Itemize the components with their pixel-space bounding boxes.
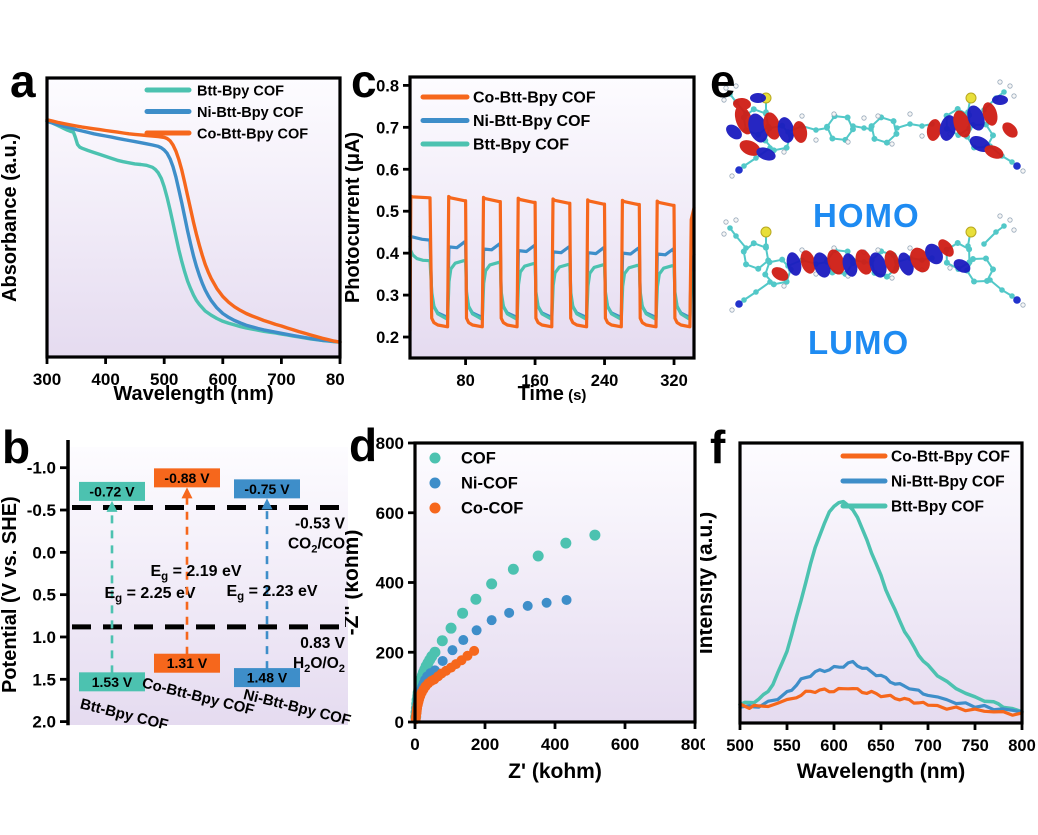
svg-text:H2​O/O2​: H2​O/O2​ xyxy=(293,655,345,675)
svg-text:0.3: 0.3 xyxy=(376,287,399,305)
svg-text:Photocurrent (μA): Photocurrent (μA) xyxy=(345,132,364,303)
svg-text:Potential (V vs. SHE): Potential (V vs. SHE) xyxy=(0,496,21,693)
svg-text:750: 750 xyxy=(961,737,989,755)
svg-text:-1.0: -1.0 xyxy=(27,459,56,478)
panel-a-uvvis: a 300 400 500 600 700 800 Wavelength (nm) Absor… xyxy=(0,52,345,420)
svg-text:-0.88 V: -0.88 V xyxy=(164,470,210,486)
svg-text:Ni-Btt-Bpy COF: Ni-Btt-Bpy COF xyxy=(891,474,1005,491)
svg-text:650: 650 xyxy=(867,737,895,755)
svg-text:Ni-Btt-Bpy COF: Ni-Btt-Bpy COF xyxy=(473,113,591,130)
panel-e-orbitals: e HOMO LUMO xyxy=(700,52,1038,420)
svg-text:Time (s): Time (s) xyxy=(518,383,587,405)
svg-text:Eg​ = 2.19 eV: Eg​ = 2.19 eV xyxy=(150,563,241,583)
svg-text:600: 600 xyxy=(820,737,848,755)
svg-text:0.5: 0.5 xyxy=(376,203,399,221)
panel-letter-b: b xyxy=(2,421,31,473)
panel-c-photocurrent: c 80 160 240 320 0.2 0.3 0.4 0.5 0.6 0.7 0.8 Time (… xyxy=(345,52,705,420)
svg-text:800: 800 xyxy=(1008,737,1036,755)
svg-text:800: 800 xyxy=(376,434,404,453)
svg-text:Ni-Btt-Bpy COF: Ni-Btt-Bpy COF xyxy=(197,105,303,121)
svg-text:320: 320 xyxy=(660,372,688,390)
svg-text:0.4: 0.4 xyxy=(376,245,400,263)
panel-letter-e: e xyxy=(710,55,736,107)
svg-text:0.7: 0.7 xyxy=(376,119,399,137)
panel-b-band-diagram: b -1.0 -0.5 0.0 0.5 1.0 1.5 2.0 -0.53 V CO2​/CO 0… xyxy=(0,420,365,835)
uvvis-absorbance-chart: 300 400 500 600 700 800 Wavelength (nm) Absorba… xyxy=(0,76,345,405)
svg-text:800: 800 xyxy=(326,370,345,389)
svg-text:200: 200 xyxy=(376,643,404,662)
svg-text:800: 800 xyxy=(681,735,705,754)
svg-text:Btt-Bpy COF: Btt-Bpy COF xyxy=(891,499,984,516)
svg-text:700: 700 xyxy=(267,370,295,389)
lumo-label: LUMO xyxy=(808,324,910,361)
svg-text:600: 600 xyxy=(611,735,639,754)
svg-text:240: 240 xyxy=(591,372,619,390)
pl-intensity-chart: 500 550 600 650 700 750 800 Wavelength (nm) Inte… xyxy=(700,441,1036,783)
svg-text:-Z'' (kohm): -Z'' (kohm) xyxy=(345,530,363,636)
panel-f-pl: f 500 550 600 650 700 750 800 Wavelength (nm) In… xyxy=(700,420,1038,835)
svg-text:600: 600 xyxy=(376,504,404,523)
svg-text:80: 80 xyxy=(456,372,474,390)
svg-text:0: 0 xyxy=(395,713,404,732)
panel-letter-d: d xyxy=(349,419,378,471)
svg-text:0.6: 0.6 xyxy=(376,161,399,179)
svg-text:400: 400 xyxy=(376,574,404,593)
panel-d-eis: d 0 200 400 600 800 0 200 400 600 800 Z' (kohm) -Z'… xyxy=(345,420,705,835)
svg-text:200: 200 xyxy=(471,735,499,754)
photocurrent-chart: 80 160 240 320 0.2 0.3 0.4 0.5 0.6 0.7 0.8 Time (s)… xyxy=(345,75,696,405)
svg-text:1.53 V: 1.53 V xyxy=(92,674,133,690)
svg-text:300: 300 xyxy=(33,370,61,389)
svg-text:Btt-Bpy COF: Btt-Bpy COF xyxy=(197,84,284,100)
svg-text:400: 400 xyxy=(541,735,569,754)
svg-text:1.31 V: 1.31 V xyxy=(167,655,208,671)
svg-text:-0.53 V: -0.53 V xyxy=(295,515,346,532)
svg-text:0.2: 0.2 xyxy=(376,329,399,347)
svg-text:0.83 V: 0.83 V xyxy=(300,635,345,652)
band-structure-chart: -1.0 -0.5 0.0 0.5 1.0 1.5 2.0 -0.53 V CO2​/CO 0.8… xyxy=(0,440,353,734)
svg-text:Wavelength (nm): Wavelength (nm) xyxy=(113,383,273,405)
svg-text:1.48 V: 1.48 V xyxy=(247,670,288,686)
svg-text:Co-Btt-Bpy COF: Co-Btt-Bpy COF xyxy=(473,90,596,107)
svg-text:Eg​ = 2.23 eV: Eg​ = 2.23 eV xyxy=(226,583,317,603)
svg-text:600: 600 xyxy=(209,370,237,389)
svg-text:0: 0 xyxy=(410,735,419,754)
svg-text:Co-Btt-Bpy COF: Co-Btt-Bpy COF xyxy=(197,127,308,143)
svg-text:2.0: 2.0 xyxy=(32,713,56,732)
svg-text:CO2​/CO: CO2​/CO xyxy=(288,535,345,555)
svg-text:-0.72 V: -0.72 V xyxy=(89,483,135,499)
svg-text:Absorbance (a.u.): Absorbance (a.u.) xyxy=(0,133,21,302)
svg-text:-0.75 V: -0.75 V xyxy=(244,481,290,497)
svg-text:1.0: 1.0 xyxy=(32,628,56,647)
svg-text:160: 160 xyxy=(521,372,549,390)
panel-letter-f: f xyxy=(710,421,726,473)
nyquist-chart: 0 200 400 600 800 0 200 400 600 800 Z' (kohm) -Z'' … xyxy=(345,434,705,783)
svg-text:550: 550 xyxy=(773,737,801,755)
svg-text:0.8: 0.8 xyxy=(376,77,399,95)
svg-text:700: 700 xyxy=(914,737,942,755)
svg-text:Ni-COF: Ni-COF xyxy=(461,475,518,493)
svg-text:-0.5: -0.5 xyxy=(27,501,56,520)
svg-text:500: 500 xyxy=(726,737,754,755)
svg-text:COF: COF xyxy=(461,450,496,468)
svg-text:1.5: 1.5 xyxy=(32,670,56,689)
svg-text:0.5: 0.5 xyxy=(32,586,56,605)
panel-letter-a: a xyxy=(10,55,36,107)
svg-text:Co-COF: Co-COF xyxy=(461,500,523,518)
svg-text:Btt-Bpy COF: Btt-Bpy COF xyxy=(473,137,569,154)
svg-text:0.0: 0.0 xyxy=(32,543,56,562)
svg-text:500: 500 xyxy=(150,370,178,389)
svg-text:Wavelength (nm): Wavelength (nm) xyxy=(797,760,965,783)
svg-text:Co-Btt-Bpy COF: Co-Btt-Bpy COF xyxy=(891,449,1010,466)
svg-text:Intensity (a.u.): Intensity (a.u.) xyxy=(700,512,717,654)
svg-text:400: 400 xyxy=(91,370,119,389)
homo-label: HOMO xyxy=(813,197,920,234)
svg-text:Z' (kohm): Z' (kohm) xyxy=(508,760,602,783)
molecular-orbital-diagram xyxy=(721,79,1026,313)
panel-letter-c: c xyxy=(351,55,377,107)
svg-text:Eg​ = 2.25 eV: Eg​ = 2.25 eV xyxy=(104,585,195,605)
